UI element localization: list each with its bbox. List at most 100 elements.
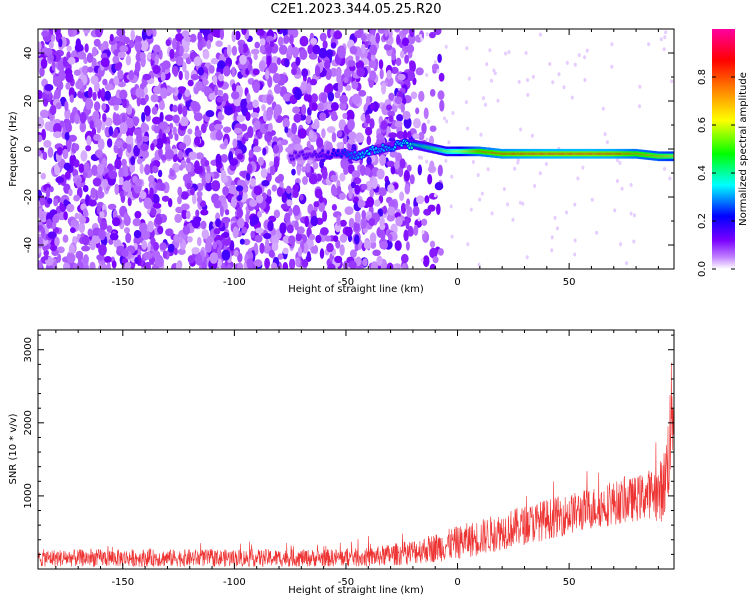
heatmap-cell xyxy=(319,32,327,42)
heatmap-cell xyxy=(187,79,194,87)
heatmap-cell xyxy=(99,221,108,231)
heatmap-cell xyxy=(182,105,188,118)
heatmap-cell xyxy=(102,78,108,86)
heatmap-cell xyxy=(387,110,396,118)
heatmap-cell xyxy=(283,34,290,44)
heatmap-cell xyxy=(271,184,277,192)
heatmap-cell xyxy=(174,133,179,142)
heatmap-cell xyxy=(237,252,243,263)
heatmap-cell xyxy=(220,154,228,163)
heatmap-cell xyxy=(117,69,124,80)
heatmap-cell xyxy=(240,98,247,110)
heatmap-cell xyxy=(294,88,302,100)
y-tick-label: -40 xyxy=(23,237,34,253)
heatmap-cell xyxy=(482,96,485,101)
heatmap-cell xyxy=(39,109,49,119)
heatmap-cell xyxy=(278,44,288,55)
heatmap-cell xyxy=(291,168,296,176)
heatmap-cell xyxy=(605,140,609,145)
heatmap-cell xyxy=(47,146,54,158)
heatmap-cell xyxy=(664,30,668,35)
heatmap-cell xyxy=(316,102,324,112)
heatmap-cell xyxy=(260,168,268,179)
heatmap-cell xyxy=(91,164,99,176)
colorbar-tick-label: 0.4 xyxy=(697,165,708,181)
heatmap-cell xyxy=(79,111,87,124)
heatmap-cell xyxy=(91,46,98,57)
heatmap-cell xyxy=(399,158,406,169)
heatmap-cell xyxy=(100,57,110,68)
heatmap-cell xyxy=(168,198,173,208)
heatmap-cell xyxy=(140,39,149,52)
heatmap-cell xyxy=(348,131,357,140)
heatmap-cell xyxy=(187,255,195,264)
heatmap-cell xyxy=(201,262,207,269)
heatmap-cell xyxy=(420,258,424,263)
heatmap-cell xyxy=(425,73,429,77)
heatmap-cell xyxy=(318,47,328,59)
heatmap-cell xyxy=(231,30,237,43)
heatmap-cell xyxy=(335,239,341,249)
heatmap-cell xyxy=(369,118,375,129)
heatmap-cell xyxy=(247,126,254,138)
heatmap-cell xyxy=(403,130,408,140)
heatmap-cell xyxy=(231,196,237,208)
colorbar-tick-label: 0.0 xyxy=(697,261,708,277)
heatmap-cell xyxy=(668,176,672,181)
heatmap-cell xyxy=(429,247,438,259)
heatmap-cell xyxy=(421,218,428,226)
heatmap-cell xyxy=(94,118,102,129)
heatmap-cell xyxy=(89,120,94,130)
heatmap-cell xyxy=(396,131,405,139)
heatmap-cell xyxy=(412,205,420,217)
heatmap-cell xyxy=(296,165,301,176)
heatmap-cell xyxy=(398,166,404,178)
x-tick-label: -50 xyxy=(338,277,354,288)
heatmap-cell xyxy=(54,236,60,247)
heatmap-cell xyxy=(66,252,76,264)
heatmap-cell xyxy=(51,60,56,71)
heatmap-cell xyxy=(348,189,353,200)
heatmap-cell xyxy=(175,262,181,269)
heatmap-cell xyxy=(259,45,265,54)
heatmap-cell xyxy=(139,163,144,174)
heatmap-cell xyxy=(106,262,111,269)
heatmap-cell xyxy=(92,91,97,101)
heatmap-cell xyxy=(293,113,302,123)
heatmap-cell xyxy=(423,107,429,120)
heatmap-cell xyxy=(450,234,454,239)
heatmap-cell xyxy=(662,47,666,52)
heatmap-cell xyxy=(402,110,411,120)
heatmap-cell xyxy=(178,236,183,244)
heatmap-cell xyxy=(112,55,120,64)
heatmap-cell xyxy=(40,58,48,69)
heatmap-cell xyxy=(224,209,230,216)
heatmap-cell xyxy=(344,206,354,216)
heatmap-cell xyxy=(320,92,327,104)
heatmap-cell xyxy=(339,172,346,182)
heatmap-cell xyxy=(339,233,348,243)
heatmap-cell xyxy=(195,253,203,266)
heatmap-cell xyxy=(402,29,408,36)
heatmap-cell xyxy=(405,44,415,54)
heatmap-cell xyxy=(141,149,149,159)
heatmap-cell xyxy=(477,262,481,267)
heatmap-cell xyxy=(319,112,327,121)
heatmap-cell xyxy=(395,216,403,227)
x-tick-label: -100 xyxy=(223,577,246,588)
heatmap-cell xyxy=(418,131,425,141)
heatmap-cell xyxy=(193,112,203,122)
heatmap-cell xyxy=(330,174,338,182)
heatmap-cell xyxy=(331,204,337,211)
heatmap-cell xyxy=(526,92,530,97)
heatmap-cell xyxy=(277,253,284,260)
heatmap-cell xyxy=(486,167,490,172)
heatmap-cell xyxy=(160,71,166,82)
heatmap-cell xyxy=(119,176,124,186)
heatmap-cell xyxy=(184,70,190,81)
heatmap-cell xyxy=(206,39,212,50)
heatmap-cell xyxy=(291,46,300,57)
heatmap-cell xyxy=(437,248,444,256)
heatmap-cell xyxy=(181,203,190,211)
heatmap-cell xyxy=(471,160,475,164)
